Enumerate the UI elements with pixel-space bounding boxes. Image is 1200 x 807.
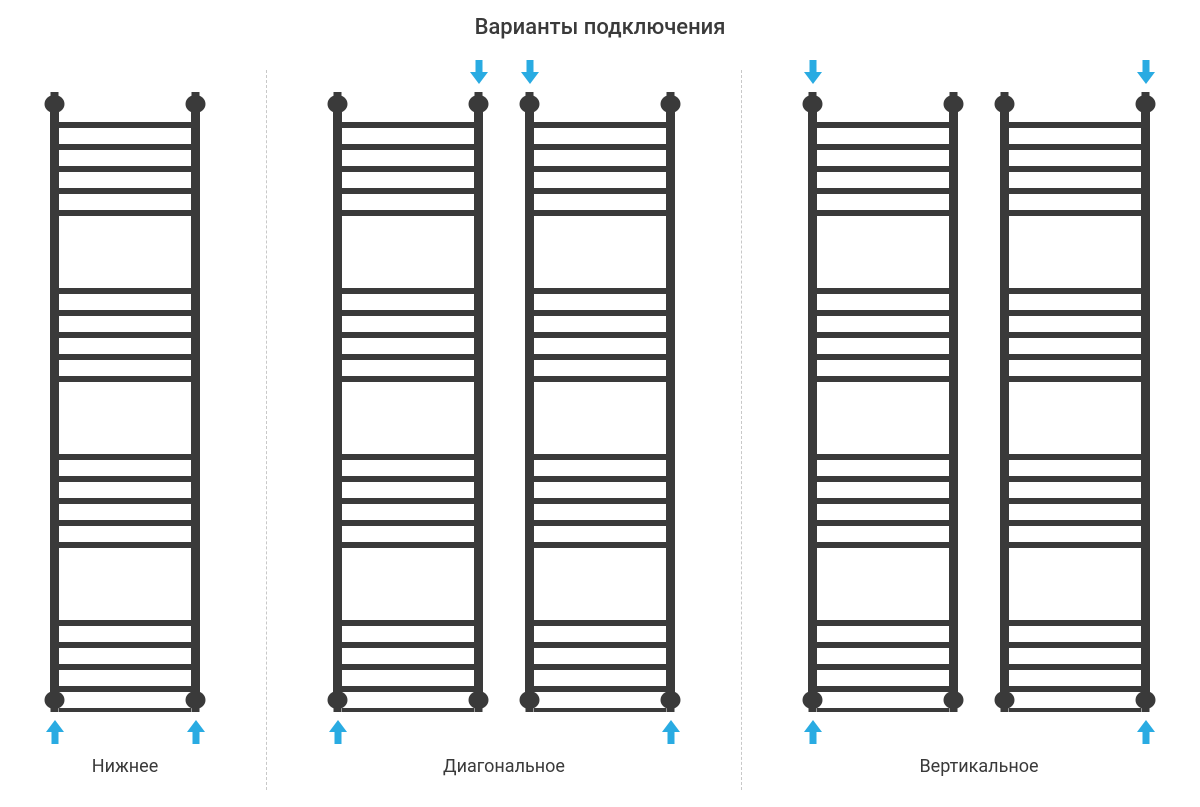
arrow-down-icon bbox=[804, 60, 822, 84]
radiator-body bbox=[323, 92, 493, 712]
radiator bbox=[798, 60, 968, 750]
radiator-body bbox=[40, 92, 210, 712]
radiator-icon bbox=[40, 92, 210, 712]
radiator bbox=[323, 60, 493, 750]
radiator-icon bbox=[515, 92, 685, 712]
radiator bbox=[515, 60, 685, 750]
page-title: Варианты подключения bbox=[0, 15, 1200, 40]
arrow-up-icon bbox=[1137, 720, 1155, 744]
arrow-row-bottom bbox=[515, 712, 685, 744]
page: Варианты подключения Нижнее Диагональное В… bbox=[0, 0, 1200, 807]
arrow-up-icon bbox=[329, 720, 347, 744]
arrow-row-top bbox=[990, 60, 1160, 92]
radiator-body bbox=[515, 92, 685, 712]
arrow-row-bottom bbox=[798, 712, 968, 744]
arrow-up-icon bbox=[46, 720, 64, 744]
radiator bbox=[40, 60, 210, 750]
radiator-body bbox=[798, 92, 968, 712]
radiator-body bbox=[990, 92, 1160, 712]
radiator-group bbox=[323, 60, 685, 750]
radiator-icon bbox=[798, 92, 968, 712]
arrow-row-top bbox=[40, 60, 210, 92]
arrow-up-icon bbox=[662, 720, 680, 744]
radiator-icon bbox=[323, 92, 493, 712]
column-divider bbox=[266, 70, 267, 790]
arrow-down-icon bbox=[1137, 60, 1155, 84]
arrow-row-bottom bbox=[40, 712, 210, 744]
arrow-up-icon bbox=[804, 720, 822, 744]
column-divider bbox=[741, 70, 742, 790]
column-bottom: Нижнее bbox=[40, 60, 210, 790]
arrow-down-icon bbox=[521, 60, 539, 84]
arrow-row-bottom bbox=[323, 712, 493, 744]
column-vertical: Вертикальное bbox=[798, 60, 1160, 790]
radiator bbox=[990, 60, 1160, 750]
column-label: Диагональное bbox=[443, 756, 565, 777]
arrow-row-bottom bbox=[990, 712, 1160, 744]
arrow-row-top bbox=[515, 60, 685, 92]
radiator-group bbox=[40, 60, 210, 750]
arrow-row-top bbox=[323, 60, 493, 92]
radiator-group bbox=[798, 60, 1160, 750]
column-label: Нижнее bbox=[92, 756, 159, 777]
column-diagonal: Диагональное bbox=[323, 60, 685, 790]
column-label: Вертикальное bbox=[919, 756, 1038, 777]
radiator-icon bbox=[990, 92, 1160, 712]
columns-container: Нижнее Диагональное Вертикальное bbox=[0, 60, 1200, 790]
arrow-down-icon bbox=[470, 60, 488, 84]
arrow-row-top bbox=[798, 60, 968, 92]
arrow-up-icon bbox=[187, 720, 205, 744]
